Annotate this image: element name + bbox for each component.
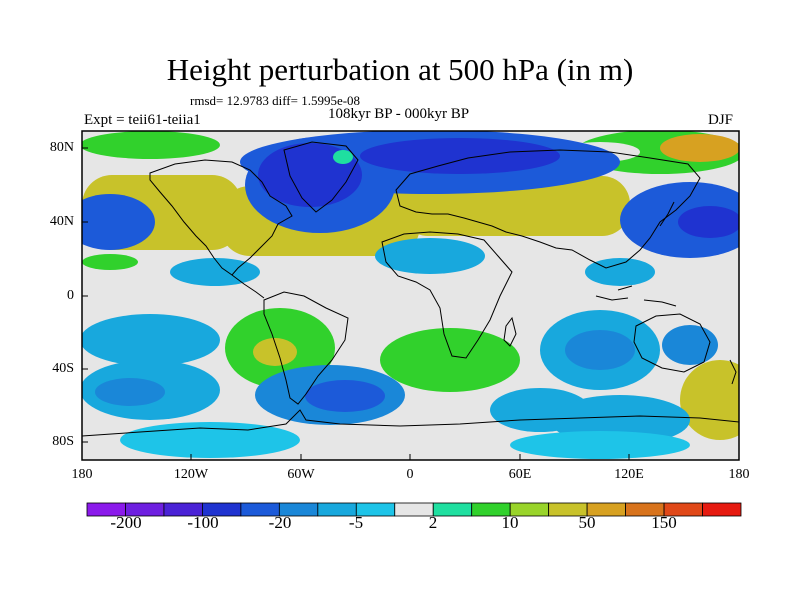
colorbar-label: 50 bbox=[578, 513, 596, 532]
field-region bbox=[95, 378, 165, 406]
colorbar-swatch bbox=[702, 502, 742, 517]
stats-text: rmsd= 12.9783 diff= 1.5995e-08 bbox=[190, 93, 361, 108]
coast-north-america bbox=[149, 159, 293, 276]
coast-eurasia bbox=[395, 149, 701, 269]
coast-madagascar bbox=[503, 316, 517, 347]
coastlines bbox=[82, 141, 739, 437]
season-label: DJF bbox=[708, 112, 734, 128]
coast-africa bbox=[381, 231, 513, 359]
period-subtitle: 108kyr BP - 000kyr BP bbox=[328, 106, 470, 122]
field-region bbox=[82, 194, 155, 250]
lon-label-120w: 120W bbox=[173, 467, 209, 482]
coast-australia bbox=[633, 313, 711, 373]
field-region bbox=[120, 422, 300, 458]
field-region bbox=[662, 325, 718, 365]
lat-label-80s: 80S bbox=[52, 434, 74, 449]
field-region bbox=[253, 338, 297, 366]
map-title: Height perturbation at 500 hPa (in m) bbox=[166, 52, 634, 87]
field-region bbox=[82, 131, 220, 159]
lon-label-120e: 120E bbox=[614, 467, 644, 482]
field-region bbox=[585, 258, 655, 286]
coast-greenland bbox=[283, 141, 359, 213]
lon-label-60e: 60E bbox=[508, 467, 532, 482]
lon-label-180e: 180 bbox=[728, 467, 750, 482]
field-region bbox=[380, 328, 520, 392]
field-region bbox=[82, 254, 138, 270]
colorbar-label: -200 bbox=[110, 513, 142, 532]
lat-label-40s: 40S bbox=[52, 361, 74, 376]
field-region bbox=[360, 138, 560, 174]
lon-label-60w: 60W bbox=[287, 467, 315, 482]
lon-label-180w: 180 bbox=[71, 467, 93, 482]
colorbar-label: 10 bbox=[501, 513, 519, 532]
field-region bbox=[170, 258, 260, 286]
field-region bbox=[305, 380, 385, 412]
lat-label-80n: 80N bbox=[49, 140, 74, 155]
experiment-label: Expt = teii61-teiia1 bbox=[84, 112, 201, 128]
colorbar-label: -20 bbox=[268, 513, 292, 532]
colorbar-label: 2 bbox=[428, 513, 438, 532]
coast-central-america bbox=[231, 274, 265, 299]
colorbar-swatch bbox=[394, 502, 434, 517]
field-region bbox=[82, 314, 220, 366]
field-region bbox=[375, 238, 485, 274]
colorbar-label: -100 bbox=[187, 513, 219, 532]
coast-indonesia bbox=[595, 285, 677, 307]
height-field bbox=[82, 131, 739, 460]
coast-antarctica bbox=[82, 409, 739, 437]
lon-label-0: 0 bbox=[406, 467, 414, 482]
colorbar-swatch bbox=[432, 502, 473, 517]
colorbar-label: 150 bbox=[651, 513, 677, 532]
field-region bbox=[565, 330, 635, 370]
field-region bbox=[333, 150, 353, 164]
lat-label-eq: 0 bbox=[67, 288, 74, 303]
colorbar bbox=[86, 502, 742, 517]
coast-new-zealand bbox=[729, 359, 737, 385]
field-region bbox=[678, 206, 739, 238]
coast-south-america bbox=[263, 291, 349, 405]
lat-label-40n: 40N bbox=[49, 214, 74, 229]
field-region bbox=[510, 431, 690, 459]
field-region bbox=[660, 134, 739, 162]
colorbar-label: -5 bbox=[348, 513, 364, 532]
axis-ticks bbox=[81, 147, 740, 460]
coast-japan bbox=[659, 201, 675, 227]
field-region bbox=[680, 360, 739, 440]
